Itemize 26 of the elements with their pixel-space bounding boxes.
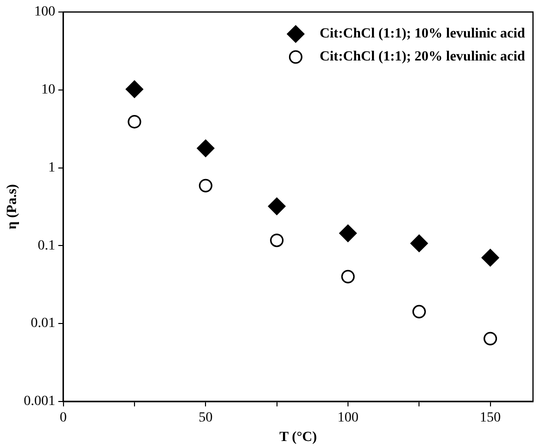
- legend-label: Cit:ChCl (1:1); 20% levulinic acid: [320, 50, 526, 65]
- x-tick-label: 150: [480, 410, 501, 426]
- point: [412, 304, 426, 318]
- y-tick-label: 0.01: [30, 316, 56, 332]
- point: [198, 178, 212, 192]
- y-tick-label: 100: [34, 4, 56, 20]
- point: [339, 224, 357, 242]
- y-tick-label: 1: [48, 160, 56, 176]
- y-tick-label: 0.001: [24, 394, 56, 410]
- point: [126, 80, 144, 98]
- y-tick-label: 10: [41, 82, 56, 98]
- x-axis-title: T (°C): [279, 430, 318, 446]
- legend-label: Cit:ChCl (1:1); 10% levulinic acid: [320, 26, 526, 42]
- x-tick-label: 100: [337, 410, 358, 426]
- point: [484, 332, 498, 346]
- x-tick-label: 0: [60, 410, 67, 426]
- point: [196, 140, 214, 158]
- point: [482, 248, 500, 266]
- y-axis-title: η (Pa.s): [5, 184, 20, 230]
- y-tick-label: 0.1: [38, 238, 56, 254]
- point: [268, 198, 286, 216]
- x-tick-label: 50: [198, 410, 213, 426]
- point: [128, 114, 142, 128]
- point: [341, 270, 355, 284]
- point: [410, 234, 428, 252]
- point: [270, 234, 284, 248]
